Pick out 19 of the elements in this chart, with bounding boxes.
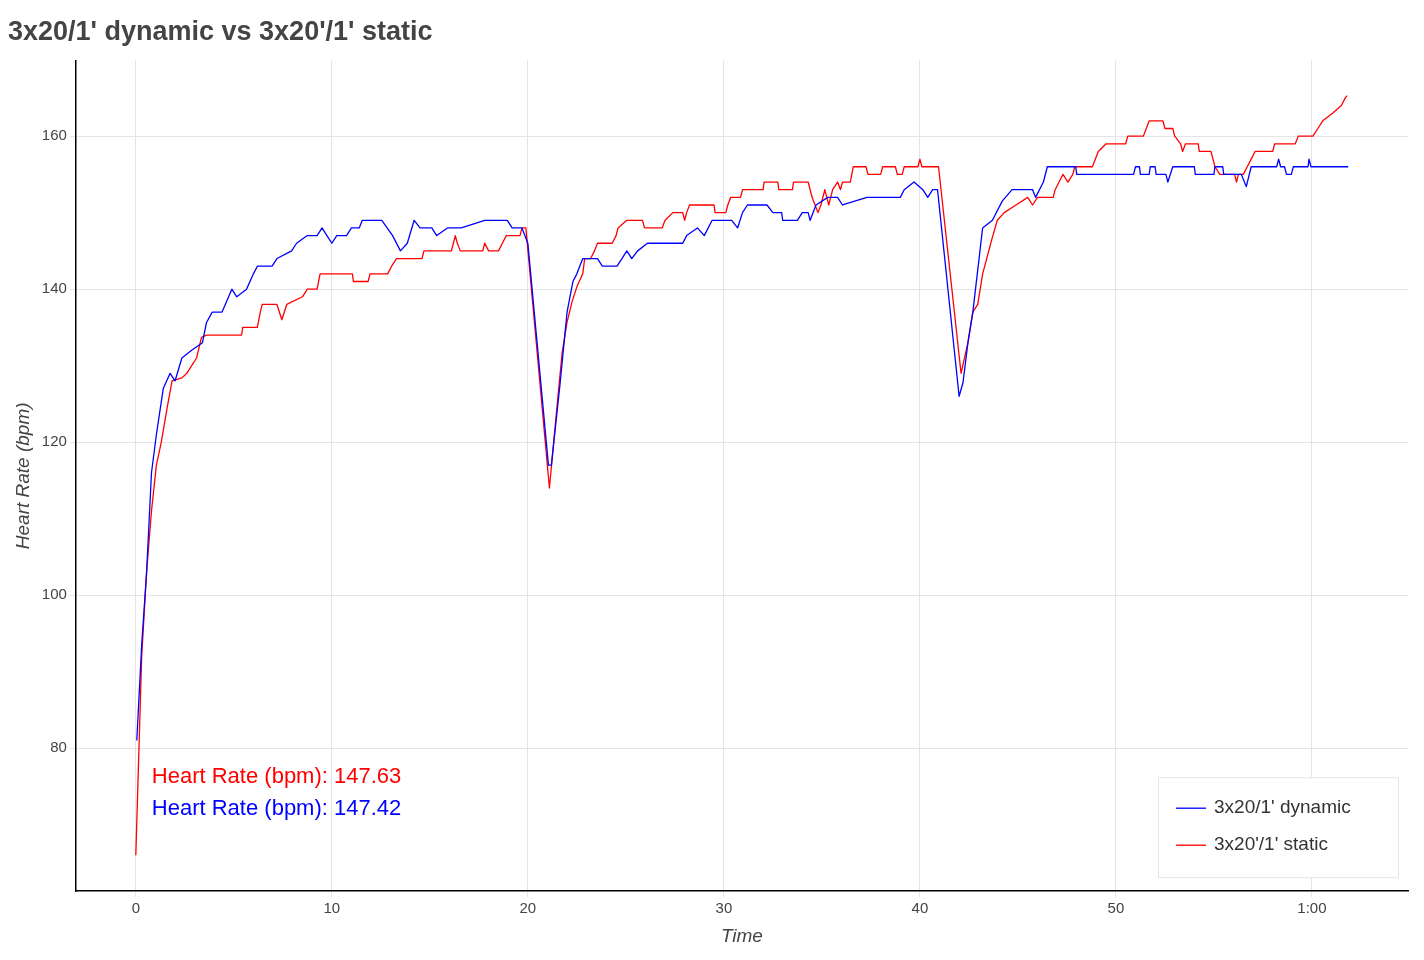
x-tick-label: 1:00	[1297, 899, 1327, 917]
chart-title: 3x20/1' dynamic vs 3x20'/1' static	[8, 15, 433, 46]
x-tick-label: 0	[131, 899, 140, 917]
annotation: Heart Rate (bpm): 147.63	[151, 763, 402, 789]
y-tick-label: 140	[41, 279, 67, 297]
y-tick-label: 120	[41, 432, 67, 450]
x-tick-label: 40	[911, 899, 929, 917]
y-axis-title: Heart Rate (bpm)	[11, 402, 33, 550]
x-tick-label: 30	[715, 899, 733, 917]
annotation: Heart Rate (bpm): 147.42	[151, 795, 402, 821]
y-tick-label: 80	[50, 738, 67, 756]
x-tick-label: 10	[323, 899, 341, 917]
y-tick-label: 100	[41, 585, 67, 603]
x-axis-title: Time	[720, 924, 763, 946]
x-tick-label: 50	[1107, 899, 1125, 917]
x-tick-label: 20	[519, 899, 537, 917]
legend-label: 3x20'/1' static	[1214, 833, 1328, 855]
y-tick-label: 160	[41, 126, 67, 144]
legend-label: 3x20/1' dynamic	[1214, 796, 1351, 818]
